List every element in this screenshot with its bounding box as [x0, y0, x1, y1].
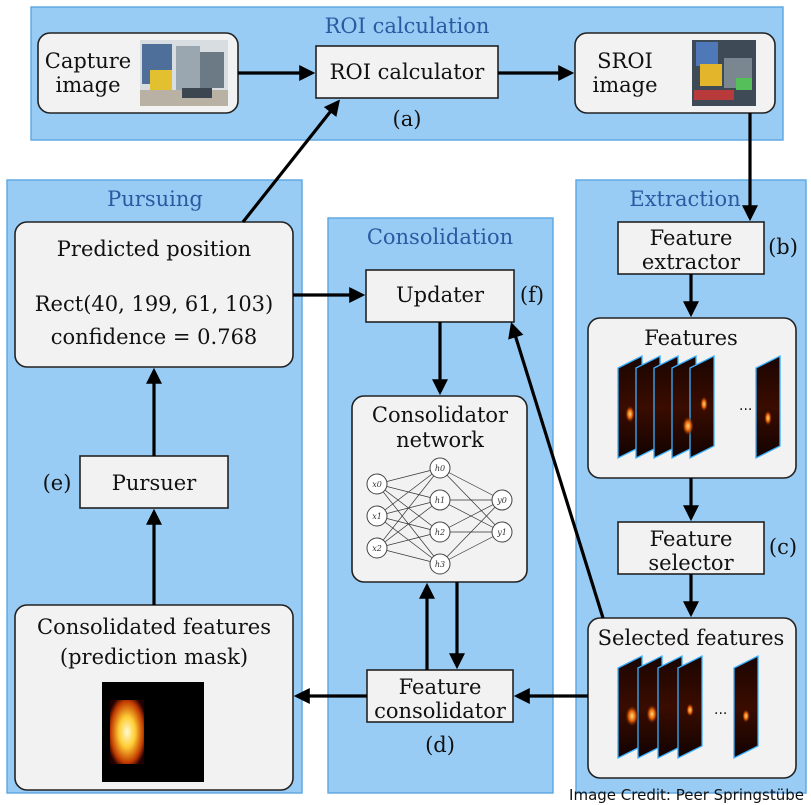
consolidator-network-line2: network — [396, 428, 484, 452]
svg-text:...: ... — [714, 702, 727, 718]
consolidation-title: Consolidation — [367, 225, 513, 249]
network-edge — [439, 467, 503, 501]
network-node — [491, 489, 513, 511]
network-edge — [439, 531, 503, 565]
consolidator-network-box — [351, 395, 528, 583]
consolidated-features-line2: (prediction mask) — [60, 645, 248, 669]
network-node-label: h0 — [435, 464, 445, 473]
network-node-label: h3 — [435, 560, 445, 569]
selected-features-maps: ... — [617, 654, 759, 760]
marker-a: (a) — [393, 107, 422, 131]
network-node — [429, 553, 451, 575]
network-node-label: x0 — [372, 480, 382, 489]
network-node-label: x2 — [372, 544, 382, 553]
network-edge — [376, 547, 441, 565]
prediction-mask-image — [102, 682, 204, 782]
selected-features-label: Selected features — [598, 626, 785, 650]
arrow-selected-to-updater — [508, 321, 605, 619]
network-node — [366, 505, 388, 527]
arrow-predicted-to-roi — [241, 99, 340, 223]
roi-calculator-box — [315, 45, 499, 99]
feature-selector-line1: Feature — [650, 527, 733, 551]
network-edge — [376, 467, 441, 549]
consolidated-features-line1: Consolidated features — [37, 615, 271, 639]
roi-calculation-title: ROI calculation — [325, 14, 490, 38]
feature-extractor-box — [617, 221, 765, 275]
network-edge — [376, 531, 441, 549]
capture-thumbnail — [140, 40, 228, 106]
network-node — [366, 473, 388, 495]
sroi-label-line2: image — [592, 73, 657, 97]
network-edge — [439, 499, 503, 565]
predicted-position-title: Predicted position — [57, 237, 251, 261]
network-node-label: x1 — [372, 512, 382, 521]
marker-d: (d) — [425, 733, 455, 757]
network-node — [429, 521, 451, 543]
updater-label: Updater — [396, 283, 485, 307]
feature-extractor-line1: Feature — [650, 226, 733, 250]
marker-e: (e) — [43, 471, 72, 495]
feature-consolidator-line2: consolidator — [374, 699, 507, 723]
feature-selector-line2: selector — [648, 551, 734, 575]
image-credit: Image Credit: Peer Springstübe — [569, 786, 804, 804]
neural-network-graphic: x0 x1 x2 h0 h1 h2 h3 y0 y1 — [366, 457, 513, 575]
marker-b: (b) — [768, 235, 798, 259]
network-node-label: y0 — [496, 496, 507, 505]
svg-text:...: ... — [739, 398, 752, 414]
extraction-title: Extraction — [629, 187, 740, 211]
network-node — [429, 489, 451, 511]
pursuer-label: Pursuer — [112, 471, 197, 495]
predicted-position-rect: Rect(40, 199, 61, 103) — [35, 292, 274, 316]
network-node — [429, 457, 451, 479]
pursuing-title: Pursuing — [107, 187, 203, 211]
network-node-label: h1 — [435, 496, 445, 505]
feature-selector-box — [617, 521, 765, 575]
network-edge — [376, 467, 441, 485]
flow-arrows — [146, 65, 758, 704]
capture-label-line2: image — [55, 73, 120, 97]
network-edge — [439, 499, 503, 533]
feature-consolidator-line1: Feature — [399, 675, 482, 699]
marker-f: (f) — [520, 283, 544, 307]
consolidator-network-line1: Consolidator — [372, 403, 509, 427]
network-node — [491, 521, 513, 543]
network-edge — [376, 467, 441, 517]
predicted-position-confidence: confidence = 0.768 — [51, 325, 258, 349]
marker-c: (c) — [769, 535, 797, 559]
features-maps: ... — [617, 354, 781, 460]
network-node-label: y1 — [496, 528, 507, 537]
sroi-thumbnail — [692, 40, 756, 106]
sroi-label-line1: SROI — [597, 49, 653, 73]
network-edge — [376, 499, 441, 549]
capture-label-line1: Capture — [45, 49, 131, 73]
network-node — [366, 537, 388, 559]
feature-extractor-line2: extractor — [642, 250, 741, 274]
features-label: Features — [644, 326, 738, 350]
network-node-label: h2 — [435, 528, 445, 537]
roi-calculator-label: ROI calculator — [330, 60, 486, 84]
